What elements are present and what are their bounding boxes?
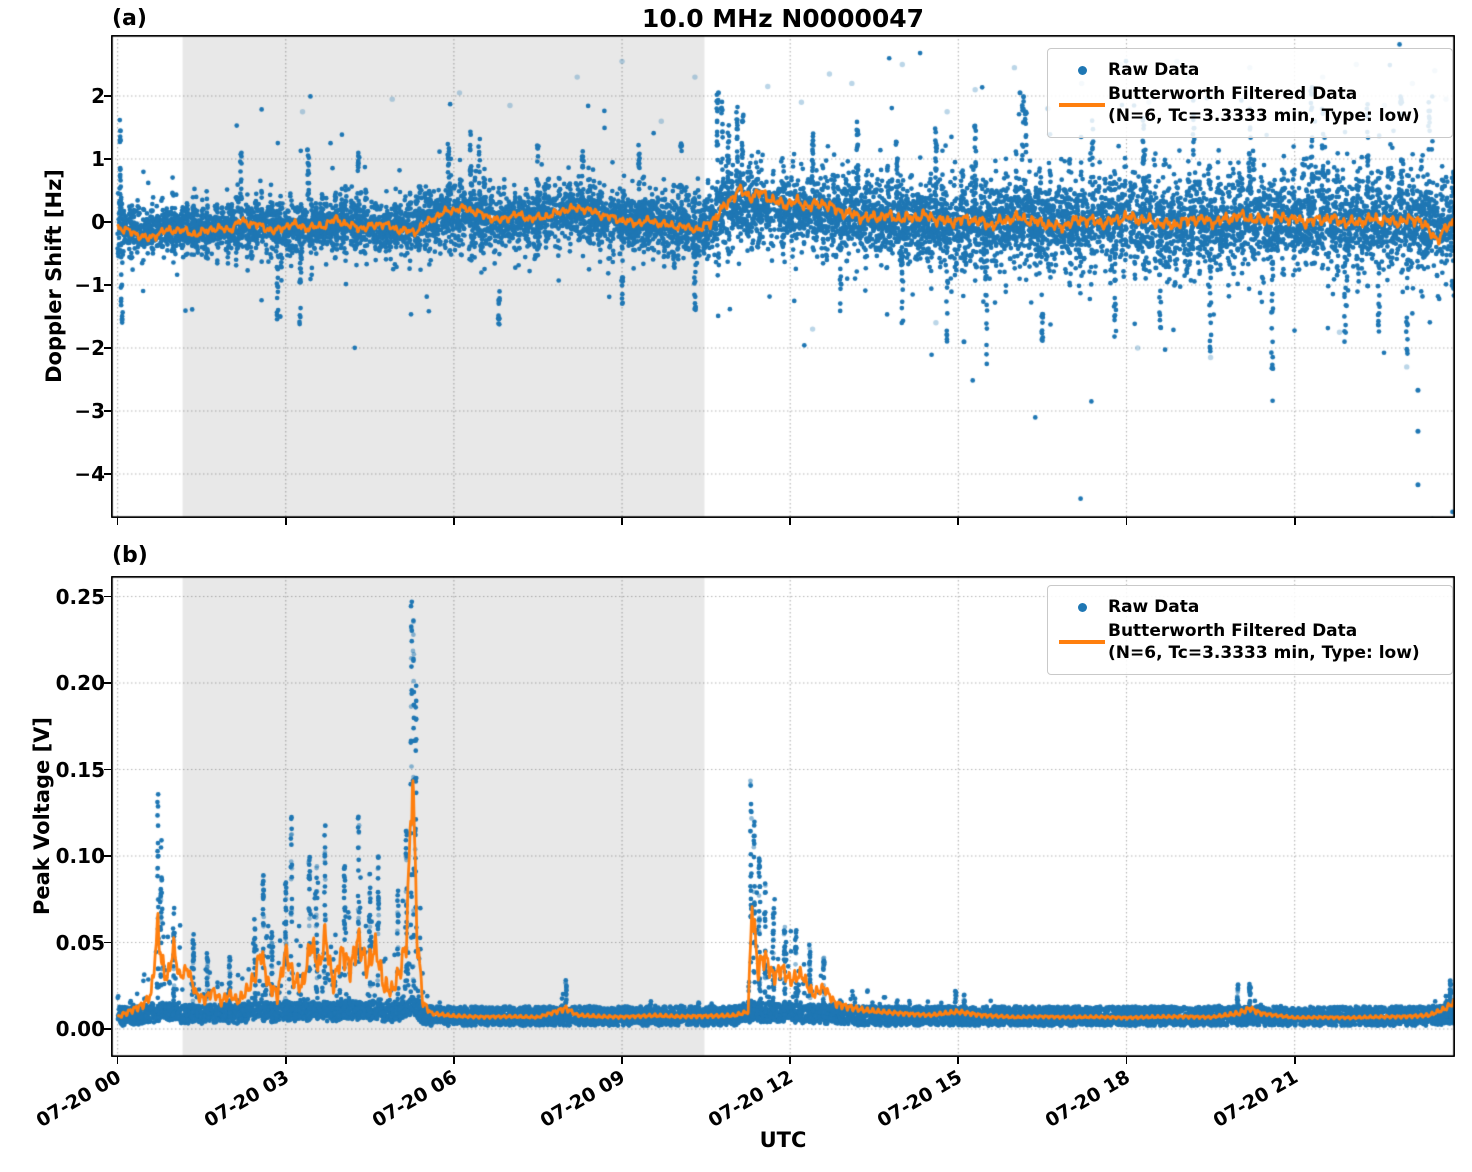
x-tick [453, 518, 455, 525]
panel-a-letter: (a) [112, 6, 147, 31]
x-tick [1293, 1057, 1296, 1064]
x-tick [621, 1057, 623, 1064]
y-tick [104, 221, 111, 223]
legend-raw-label: Raw Data [1108, 597, 1200, 617]
y-tick-label: 0.00 [55, 1017, 105, 1041]
y-tick [104, 158, 111, 160]
doppler-shift-axes: Raw Data Butterworth Filtered Data (N=6,… [111, 35, 1455, 518]
legend-filtered-row: Butterworth Filtered Data (N=6, Tc=3.333… [1056, 620, 1440, 664]
x-tick-label: 07-20 00 [32, 1066, 125, 1132]
peak-voltage-axes: Raw Data Butterworth Filtered Data (N=6,… [111, 576, 1455, 1057]
legend-filtered-sublabel: (N=6, Tc=3.3333 min, Type: low) [1108, 106, 1420, 126]
x-tick [1125, 518, 1128, 525]
x-tick-label: 07-20 15 [873, 1066, 966, 1132]
y-tick-label: −1 [74, 273, 105, 297]
raw-data-marker-icon [1077, 602, 1087, 612]
y-tick [104, 347, 111, 349]
y-tick [104, 595, 111, 598]
x-tick-label: 07-20 18 [1041, 1066, 1134, 1132]
x-tick [957, 1057, 960, 1064]
x-tick [284, 518, 287, 525]
x-tick [284, 1057, 287, 1064]
y-tick-label: 1 [91, 147, 105, 171]
legend-raw-row: Raw Data [1056, 59, 1440, 81]
y-tick [104, 410, 111, 412]
panel-b-letter: (b) [112, 543, 148, 568]
filtered-line-marker-icon [1059, 103, 1105, 107]
y-tick [104, 473, 111, 475]
y-tick-label: 0.15 [55, 757, 105, 782]
raw-data-marker-icon [1077, 65, 1087, 75]
legend-panel-a: Raw Data Butterworth Filtered Data (N=6,… [1047, 48, 1453, 138]
y-tick-label: 0.10 [55, 844, 105, 868]
x-tick-label: 07-20 12 [704, 1066, 798, 1132]
y-tick-label: 0.05 [55, 930, 105, 955]
y-tick-label: −2 [74, 336, 105, 360]
x-tick [789, 518, 792, 525]
legend-filtered-label: Butterworth Filtered Data [1108, 621, 1358, 641]
legend-raw-row: Raw Data [1056, 596, 1440, 618]
x-tick [453, 1057, 455, 1064]
x-tick [116, 1057, 119, 1064]
y-tick-label: −4 [74, 462, 105, 486]
filtered-line-marker-icon [1059, 640, 1105, 644]
x-tick [116, 518, 119, 525]
y-tick [104, 95, 111, 97]
legend-raw-label: Raw Data [1108, 60, 1200, 80]
figure-title: 10.0 MHz N0000047 [641, 4, 925, 33]
x-tick [621, 518, 623, 525]
x-tick-label: 07-20 21 [1209, 1066, 1302, 1132]
y-tick-label: −3 [74, 399, 105, 423]
x-tick [957, 518, 960, 525]
legend-filtered-sublabel: (N=6, Tc=3.3333 min, Type: low) [1108, 643, 1420, 663]
legend-filtered-label: Butterworth Filtered Data [1108, 84, 1358, 104]
y-tick [104, 768, 111, 771]
legend-panel-b: Raw Data Butterworth Filtered Data (N=6,… [1047, 585, 1453, 675]
x-tick [1293, 518, 1296, 525]
y-tick-label: 0.25 [55, 584, 105, 609]
x-tick-label: 07-20 06 [368, 1066, 461, 1132]
y-tick-label: 2 [91, 84, 105, 108]
x-axis-label: UTC [759, 1128, 807, 1152]
x-tick [789, 1057, 792, 1064]
x-tick-label: 07-20 09 [536, 1066, 630, 1132]
y-tick-label: 0.20 [55, 671, 105, 695]
x-tick-label: 07-20 03 [200, 1066, 293, 1132]
legend-filtered-row: Butterworth Filtered Data (N=6, Tc=3.333… [1056, 83, 1440, 127]
y-tick-label: 0 [91, 210, 105, 234]
y-tick [104, 1028, 111, 1030]
y-tick [104, 941, 111, 944]
x-tick [1125, 1057, 1128, 1064]
y-tick [104, 682, 111, 684]
panel-b-ylabel: Peak Voltage [V] [30, 716, 54, 916]
y-tick [104, 855, 111, 857]
y-tick [104, 284, 111, 286]
